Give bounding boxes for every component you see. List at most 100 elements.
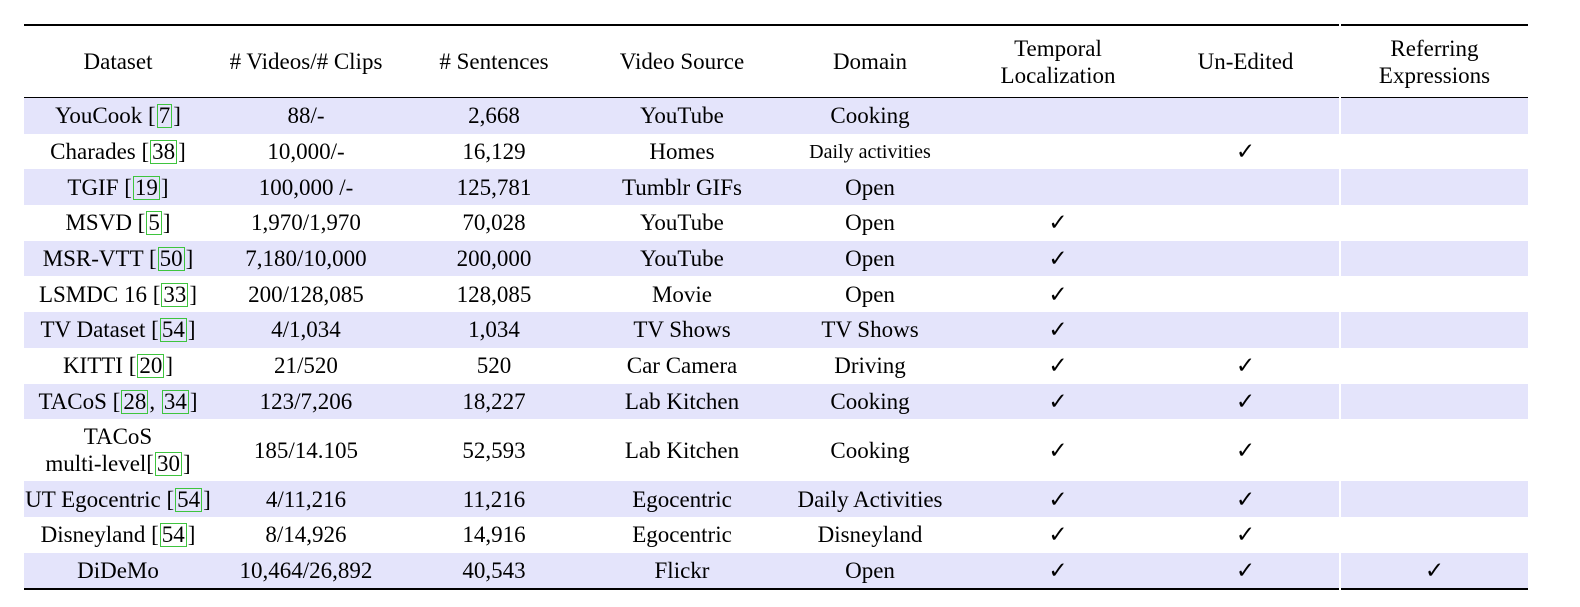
- cell-video-source: YouTube: [588, 205, 776, 241]
- cell-referring-expressions: [1339, 347, 1528, 384]
- dataset-name-bracket: ]: [203, 486, 211, 512]
- citation-link[interactable]: 33: [161, 281, 189, 307]
- cell-domain-text: Cooking: [830, 103, 910, 129]
- dataset-name: multi-level[: [45, 451, 154, 477]
- cell-videos-clips-text: 185/14.105: [253, 437, 359, 463]
- table-row: MSR-VTT [50] 7,180/10,000 200,000 YouTube Op…: [24, 240, 1528, 277]
- cell-video-source: TV Shows: [588, 312, 776, 348]
- cell-sentences-text: 1,034: [468, 317, 520, 343]
- cell-domain-text: Cooking: [830, 437, 910, 463]
- cell-domain-text: Daily Activities: [797, 486, 943, 512]
- cell-referring-expressions: [1339, 419, 1528, 482]
- dataset-name-line: TACoS: [83, 424, 153, 450]
- header-videos-clips: # Videos/# Clips: [212, 25, 400, 98]
- check-mark-icon: ✓: [1235, 353, 1256, 379]
- cell-domain-text: Open: [845, 246, 895, 272]
- cell-sentences-text: 128,085: [456, 281, 532, 307]
- citation-link[interactable]: 30: [154, 451, 182, 477]
- citation-link[interactable]: 19: [132, 174, 160, 200]
- check-mark-icon: ✓: [1235, 522, 1256, 548]
- cell-sentences-text: 11,216: [462, 486, 526, 512]
- cell-temporal-localization: ✓: [964, 312, 1152, 348]
- cell-referring-expressions: [1339, 481, 1528, 517]
- cell-sentences: 14,916: [400, 517, 588, 553]
- dataset-name: TGIF [: [67, 174, 132, 200]
- cell-domain: Cooking: [776, 97, 964, 134]
- dataset-name-bracket: ]: [182, 451, 191, 477]
- cell-domain-text: Open: [845, 210, 895, 236]
- header-text: Un-Edited: [1197, 49, 1294, 74]
- cell-video-source-text: YouTube: [640, 246, 724, 272]
- cell-video-source: YouTube: [588, 97, 776, 134]
- check-mark-icon: ✓: [1235, 557, 1256, 583]
- citation-link[interactable]: 54: [159, 317, 187, 343]
- table-header: Dataset # Videos/# Clips # Sentences Video …: [24, 25, 1528, 98]
- cell-dataset: MSVD [5]: [24, 205, 212, 241]
- check-mark-icon: ✓: [1048, 522, 1068, 548]
- header-text: # Sentences: [439, 49, 549, 74]
- cell-temporal-localization: ✓: [964, 205, 1152, 241]
- dataset-name: KITTI [: [62, 353, 137, 379]
- table-row: Disneyland [54] 8/14,926 14,916 Egocentric D…: [24, 516, 1528, 553]
- cell-referring-expressions: [1339, 383, 1528, 420]
- citation-link[interactable]: 28: [121, 388, 149, 414]
- cell-videos-clips-text: 123/7,206: [259, 388, 353, 414]
- cell-domain-text: Open: [845, 174, 895, 200]
- cell-domain: TV Shows: [776, 312, 964, 348]
- cell-video-source-text: Lab Kitchen: [624, 388, 740, 414]
- cell-video-source-text: YouTube: [640, 210, 724, 236]
- cell-videos-clips: 100,000 /-: [212, 169, 400, 206]
- dataset-comparison-table-wrapper: Dataset # Videos/# Clips # Sentences Video …: [24, 24, 1528, 590]
- cell-temporal-localization: ✓: [964, 276, 1152, 312]
- cell-referring-expressions: [1339, 516, 1528, 553]
- cell-videos-clips-text: 7,180/10,000: [245, 246, 367, 272]
- cell-sentences: 40,543: [400, 552, 588, 590]
- citation-link[interactable]: 54: [175, 486, 203, 512]
- cell-video-source: Tumblr GIFs: [588, 169, 776, 206]
- cell-video-source: Lab Kitchen: [588, 383, 776, 420]
- table-row: YouCook [7] 88/- 2,668 YouTube Cooking: [24, 97, 1528, 134]
- cell-sentences-text: 200,000: [456, 246, 532, 272]
- dataset-name: TACoS [: [38, 388, 121, 414]
- cell-sentences: 70,028: [400, 205, 588, 241]
- cell-sentences: 1,034: [400, 312, 588, 348]
- cell-video-source-text: Homes: [649, 139, 715, 165]
- cell-domain: Open: [776, 240, 964, 277]
- cell-domain-text: Open: [845, 281, 895, 307]
- cell-video-source: Homes: [588, 134, 776, 170]
- cell-videos-clips-text: 4/1,034: [271, 317, 341, 343]
- dataset-name-bracket: ]: [160, 174, 169, 200]
- check-mark-icon: ✓: [1048, 388, 1068, 414]
- citation-link[interactable]: 50: [157, 246, 185, 272]
- cell-domain-text: Driving: [834, 353, 906, 379]
- cell-sentences: 52,593: [400, 419, 588, 481]
- header-dataset: Dataset: [24, 25, 212, 98]
- cell-videos-clips: 4/1,034: [212, 312, 400, 348]
- cell-sentences-text: 2,668: [468, 103, 520, 129]
- cell-temporal-localization: ✓: [964, 552, 1152, 590]
- cell-temporal-localization: [964, 169, 1152, 206]
- check-mark-icon: ✓: [1235, 139, 1256, 165]
- cell-sentences-text: 520: [476, 353, 512, 379]
- check-mark-icon: ✓: [1048, 353, 1068, 379]
- cell-videos-clips: 200/128,085: [212, 276, 400, 312]
- citation-link[interactable]: 38: [150, 139, 178, 165]
- cell-video-source-text: Egocentric: [632, 486, 732, 512]
- cell-videos-clips-text: 21/520: [274, 353, 338, 379]
- dataset-name: TV Dataset [: [40, 317, 159, 343]
- cell-videos-clips-text: 1,970/1,970: [251, 210, 361, 236]
- citation-link[interactable]: 7: [156, 103, 173, 129]
- cell-sentences-text: 18,227: [462, 388, 526, 414]
- cell-dataset: TACoS [28, 34]: [24, 383, 212, 420]
- cell-dataset: MSR-VTT [50]: [24, 240, 212, 277]
- citation-link[interactable]: 34: [161, 388, 189, 414]
- cell-referring-expressions: [1339, 240, 1528, 277]
- cell-un-edited: ✓: [1152, 517, 1340, 553]
- citation-link[interactable]: 5: [146, 210, 162, 236]
- cell-videos-clips: 4/11,216: [212, 481, 400, 517]
- citation-link[interactable]: 20: [137, 353, 165, 379]
- cell-video-source: Car Camera: [588, 348, 776, 384]
- cell-temporal-localization: ✓: [964, 383, 1152, 420]
- cell-sentences: 2,668: [400, 97, 588, 134]
- citation-link[interactable]: 54: [159, 522, 187, 548]
